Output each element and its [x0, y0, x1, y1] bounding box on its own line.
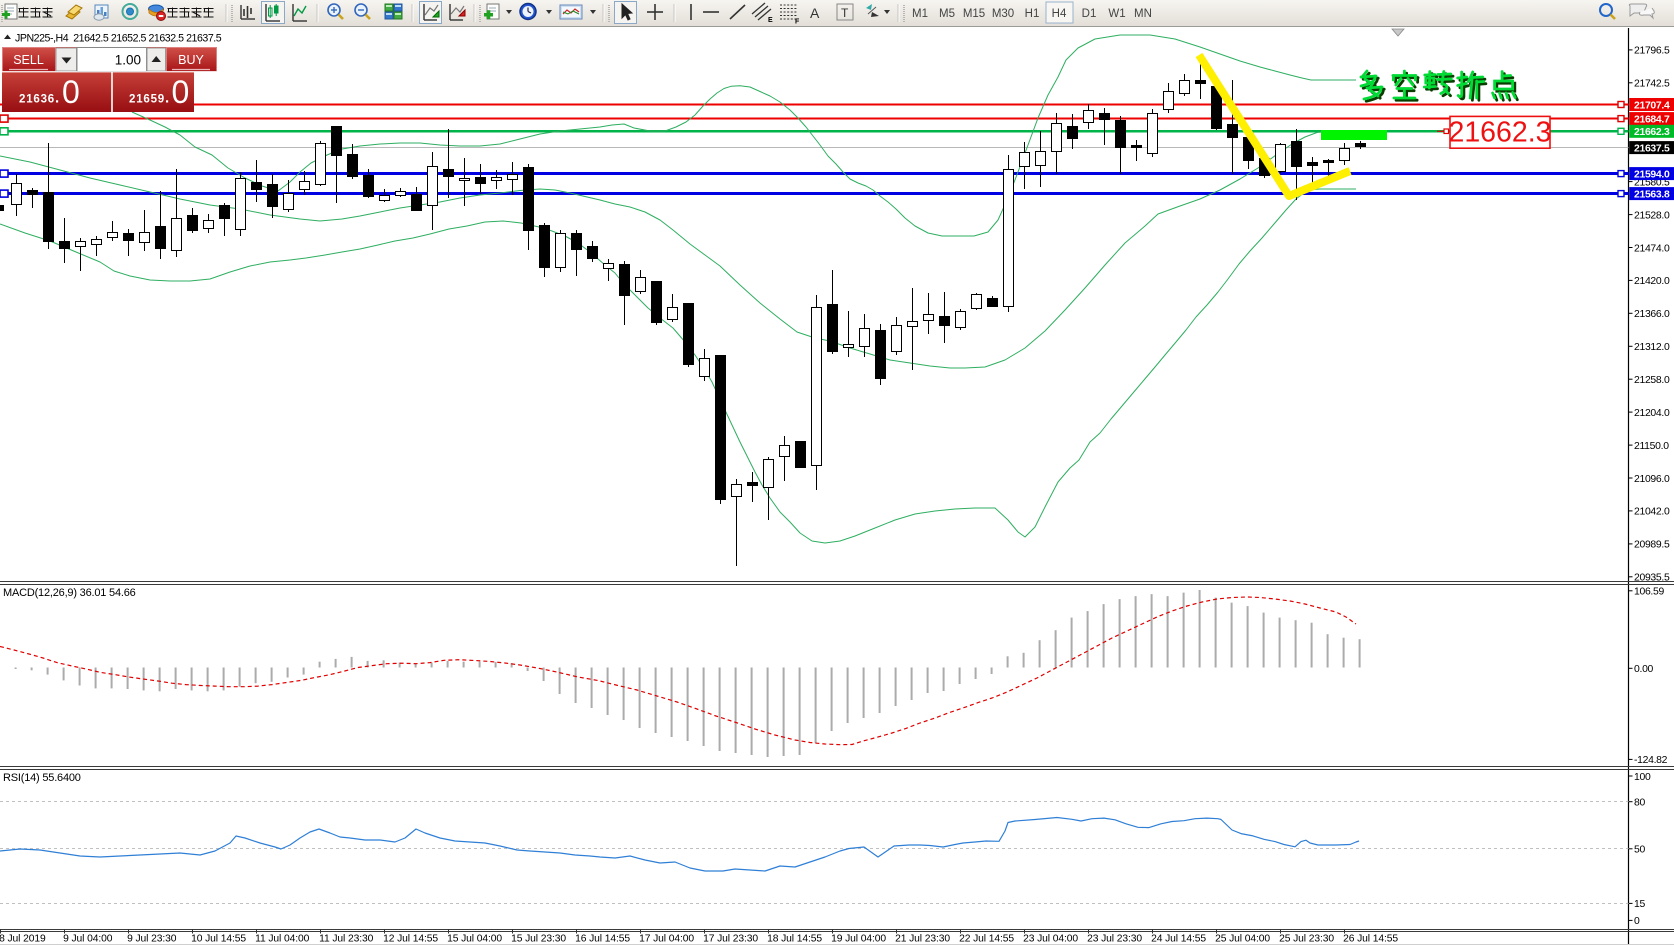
svg-text:25 Jul 23:30: 25 Jul 23:30 [1279, 934, 1334, 945]
svg-text:21707.4: 21707.4 [1634, 100, 1670, 111]
svg-text:M15: M15 [963, 8, 985, 20]
svg-text:80: 80 [1634, 798, 1645, 809]
svg-text:A: A [810, 5, 820, 21]
svg-text:21096.0: 21096.0 [1634, 474, 1670, 485]
svg-text:21420.0: 21420.0 [1634, 276, 1670, 287]
svg-text:M1: M1 [912, 8, 928, 20]
svg-text:SELL: SELL [13, 53, 44, 67]
svg-text:21662.3: 21662.3 [1448, 117, 1551, 149]
svg-text:16 Jul 14:55: 16 Jul 14:55 [575, 934, 630, 945]
svg-text:0.00: 0.00 [1634, 664, 1654, 675]
svg-text:.: . [165, 90, 169, 107]
svg-text:MACD(12,26,9) 36.01 54.66: MACD(12,26,9) 36.01 54.66 [3, 587, 136, 599]
svg-text:21474.0: 21474.0 [1634, 243, 1670, 254]
svg-text:9 Jul 23:30: 9 Jul 23:30 [127, 934, 177, 945]
svg-text:17 Jul 04:00: 17 Jul 04:00 [639, 934, 694, 945]
svg-text:21528.0: 21528.0 [1634, 210, 1670, 221]
svg-text:E: E [768, 17, 773, 24]
svg-text:15: 15 [1634, 899, 1645, 910]
svg-text:21312.0: 21312.0 [1634, 342, 1670, 353]
svg-text:10 Jul 14:55: 10 Jul 14:55 [191, 934, 246, 945]
svg-text:26 Jul 14:55: 26 Jul 14:55 [1343, 934, 1398, 945]
svg-text:21 Jul 23:30: 21 Jul 23:30 [895, 934, 950, 945]
svg-text:H1: H1 [1025, 8, 1040, 20]
svg-text:50: 50 [1634, 845, 1645, 856]
svg-text:11 Jul 04:00: 11 Jul 04:00 [255, 934, 310, 945]
svg-text:T: T [841, 6, 849, 20]
svg-text:RSI(14) 55.6400: RSI(14) 55.6400 [3, 772, 81, 784]
svg-text:21563.8: 21563.8 [1634, 189, 1670, 200]
svg-text:18 Jul 14:55: 18 Jul 14:55 [767, 934, 822, 945]
svg-text:21742.5: 21742.5 [1634, 79, 1670, 90]
svg-text:19 Jul 04:00: 19 Jul 04:00 [831, 934, 886, 945]
svg-text:BUY: BUY [178, 53, 204, 67]
svg-text:20989.5: 20989.5 [1634, 540, 1670, 551]
svg-text:-124.82: -124.82 [1634, 755, 1668, 766]
svg-text:21662.3: 21662.3 [1634, 127, 1670, 138]
svg-text:100: 100 [1634, 772, 1651, 783]
svg-text:.: . [55, 90, 59, 107]
svg-text:23 Jul 23:30: 23 Jul 23:30 [1087, 934, 1142, 945]
svg-text:9 Jul 04:00: 9 Jul 04:00 [63, 934, 113, 945]
svg-text:21366.0: 21366.0 [1634, 309, 1670, 320]
svg-text:21258.0: 21258.0 [1634, 375, 1670, 386]
svg-text:M30: M30 [992, 8, 1014, 20]
svg-text:17 Jul 23:30: 17 Jul 23:30 [703, 934, 758, 945]
svg-text:JPN225-,H4 21642.5 21652.5 21: JPN225-,H4 21642.5 21652.5 21632.5 21637… [15, 33, 222, 45]
svg-text:22 Jul 14:55: 22 Jul 14:55 [959, 934, 1014, 945]
svg-text:15 Jul 04:00: 15 Jul 04:00 [447, 934, 502, 945]
svg-text:21637.5: 21637.5 [1634, 143, 1670, 154]
svg-text:21580.5: 21580.5 [1634, 177, 1670, 188]
svg-text:0: 0 [62, 74, 80, 110]
svg-text:8 Jul 2019: 8 Jul 2019 [0, 934, 46, 945]
svg-text:21150.0: 21150.0 [1634, 441, 1669, 452]
svg-text:106.59: 106.59 [1634, 587, 1665, 598]
svg-text:25 Jul 04:00: 25 Jul 04:00 [1215, 934, 1270, 945]
svg-text:24 Jul 14:55: 24 Jul 14:55 [1151, 934, 1206, 945]
svg-text:21796.5: 21796.5 [1634, 46, 1670, 57]
svg-text:D1: D1 [1082, 8, 1097, 20]
svg-text:0: 0 [172, 74, 190, 110]
svg-text:21204.0: 21204.0 [1634, 408, 1670, 419]
svg-text:21042.0: 21042.0 [1634, 507, 1670, 518]
svg-text:H4: H4 [1052, 8, 1067, 20]
svg-text:21594.0: 21594.0 [1634, 169, 1670, 180]
svg-text:21659: 21659 [129, 94, 165, 106]
svg-text:0: 0 [1634, 916, 1640, 927]
svg-text:23 Jul 04:00: 23 Jul 04:00 [1023, 934, 1078, 945]
svg-text:15 Jul 23:30: 15 Jul 23:30 [511, 934, 566, 945]
svg-text:12 Jul 14:55: 12 Jul 14:55 [383, 934, 438, 945]
svg-text:1.00: 1.00 [115, 53, 141, 68]
svg-text:M5: M5 [939, 8, 955, 20]
svg-text:F: F [795, 19, 800, 26]
svg-text:11 Jul 23:30: 11 Jul 23:30 [319, 934, 374, 945]
svg-text:21684.7: 21684.7 [1634, 114, 1670, 125]
svg-text:W1: W1 [1108, 8, 1125, 20]
svg-text:20935.5: 20935.5 [1634, 573, 1670, 584]
svg-text:21636: 21636 [19, 94, 55, 106]
svg-text:MN: MN [1134, 8, 1152, 20]
